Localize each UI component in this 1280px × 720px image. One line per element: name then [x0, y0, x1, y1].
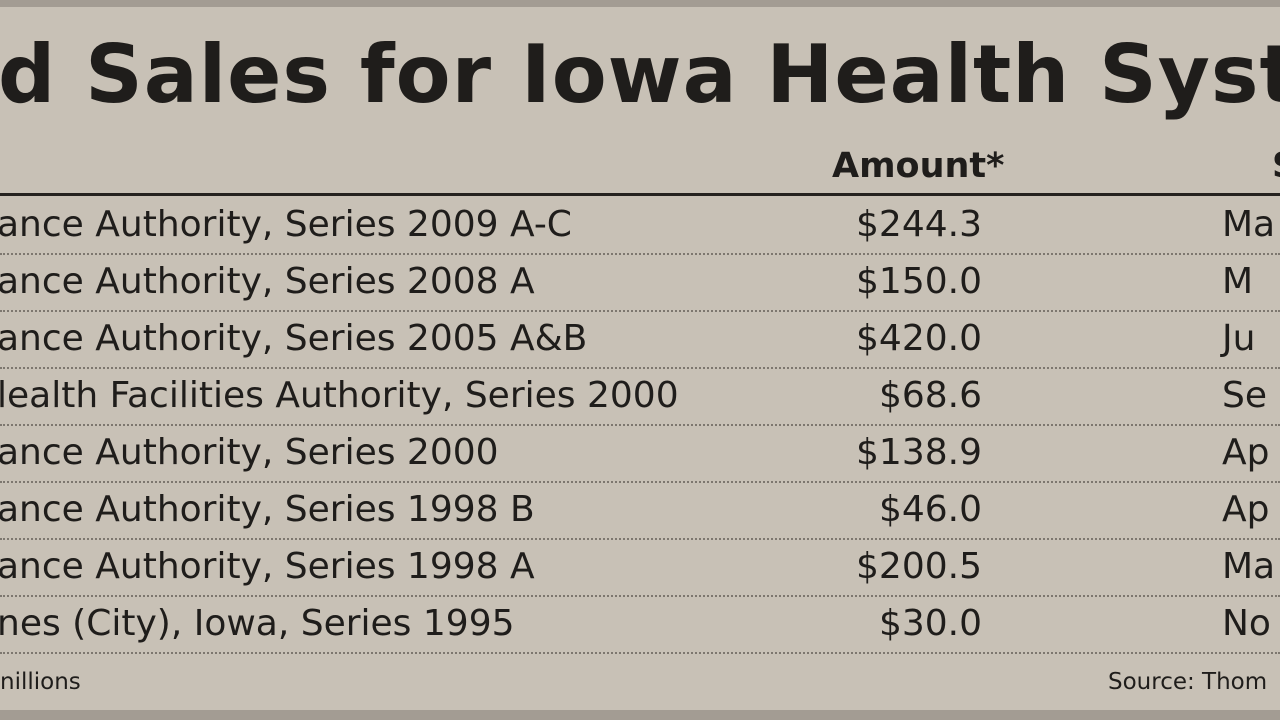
table-row: ance Authority, Series 2009 A-C $244.3 M… — [0, 197, 1280, 255]
table-title: d Sales for Iowa Health Syster — [0, 28, 1280, 121]
sale-date-cell: Ju — [1222, 318, 1256, 359]
amount-cell: $138.9 — [856, 432, 982, 473]
table-row: ance Authority, Series 2000 $138.9 Ap — [0, 425, 1280, 483]
amount-cell: $420.0 — [856, 318, 982, 359]
sale-date-cell: Ap — [1222, 432, 1270, 473]
sale-date-cell: Ma — [1222, 546, 1276, 587]
issuer-cell: ance Authority, Series 2009 A-C — [0, 204, 572, 245]
amount-cell: $244.3 — [856, 204, 982, 245]
column-header-sale-date: Sa — [1272, 149, 1280, 184]
units-footnote: nillions — [0, 669, 81, 695]
issuer-cell: lealth Facilities Authority, Series 2000 — [0, 375, 679, 416]
issuer-cell: ance Authority, Series 2008 A — [0, 261, 535, 302]
issuer-cell: ance Authority, Series 2000 — [0, 432, 499, 473]
sale-date-cell: No — [1222, 603, 1271, 644]
table-row: nes (City), Iowa, Series 1995 $30.0 No — [0, 596, 1280, 654]
table-row: ance Authority, Series 2008 A $150.0 M — [0, 254, 1280, 312]
amount-cell: $150.0 — [856, 261, 982, 302]
column-header-amount: Amount* — [832, 146, 1005, 186]
table-row: lealth Facilities Authority, Series 2000… — [0, 368, 1280, 426]
table-row: ance Authority, Series 2005 A&B $420.0 J… — [0, 311, 1280, 369]
sale-date-cell: Ma — [1222, 204, 1276, 245]
amount-cell: $200.5 — [856, 546, 982, 587]
amount-cell: $46.0 — [878, 489, 982, 530]
sale-date-cell: Se — [1222, 375, 1267, 416]
sale-date-cell: M — [1222, 261, 1254, 302]
bond-sales-table: d Sales for Iowa Health Syster Amount* S… — [0, 7, 1280, 710]
header-divider — [0, 193, 1280, 196]
table-row: ance Authority, Series 1998 B $46.0 Ap — [0, 482, 1280, 540]
issuer-cell: nes (City), Iowa, Series 1995 — [0, 603, 515, 644]
sale-date-cell: Ap — [1222, 489, 1270, 530]
amount-cell: $30.0 — [878, 603, 982, 644]
table-row: ance Authority, Series 1998 A $200.5 Ma — [0, 539, 1280, 597]
issuer-cell: ance Authority, Series 2005 A&B — [0, 318, 588, 359]
issuer-cell: ance Authority, Series 1998 A — [0, 546, 535, 587]
source-note: Source: Thom — [1108, 669, 1268, 695]
amount-cell: $68.6 — [878, 375, 982, 416]
issuer-cell: ance Authority, Series 1998 B — [0, 489, 535, 530]
